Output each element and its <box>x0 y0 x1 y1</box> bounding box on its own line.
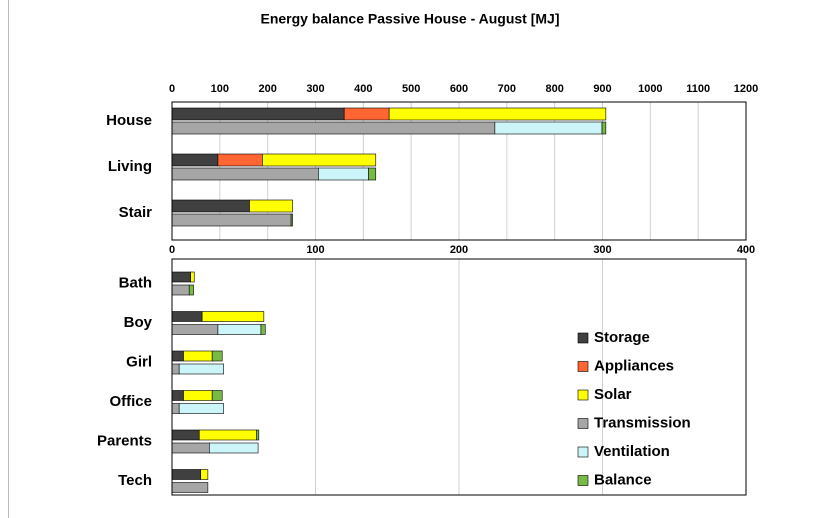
category-label: Parents <box>97 432 152 449</box>
bar-segment <box>171 403 180 414</box>
x-tick-label: 100 <box>211 83 229 95</box>
bar-segment <box>209 442 259 454</box>
bar-segment <box>601 121 607 135</box>
bar-segment <box>178 363 224 375</box>
x-tick-label: 1200 <box>734 83 758 95</box>
x-tick-label: 1000 <box>638 83 662 95</box>
bar-segment <box>171 271 191 283</box>
bar-segment <box>171 167 319 181</box>
x-tick-label: 600 <box>450 83 468 95</box>
bar-segment <box>171 469 202 480</box>
category-label: Boy <box>124 314 153 331</box>
x-tick-label: 100 <box>306 244 324 256</box>
bar-segment <box>217 153 263 167</box>
bar-segment <box>256 429 260 441</box>
bar-segment <box>171 284 190 296</box>
x-tick-label: 900 <box>593 83 611 95</box>
category-label: Tech <box>118 472 152 489</box>
x-tick-label: 200 <box>258 83 276 95</box>
bar-segment <box>494 121 603 135</box>
bar-segment <box>190 271 195 283</box>
bar-segment <box>318 167 369 181</box>
bar-segment <box>368 167 377 181</box>
bar-segment <box>171 107 345 121</box>
bar-segment <box>171 429 200 441</box>
bar-segment <box>260 324 266 335</box>
x-tick-label: 700 <box>498 83 516 95</box>
legend-swatch <box>577 332 589 344</box>
legend-label: Transmission <box>594 414 691 431</box>
bar-segment <box>198 429 257 441</box>
bar-segment <box>211 390 223 401</box>
bar-segment <box>178 403 224 414</box>
bar-segment <box>388 107 607 121</box>
legend-swatch <box>577 361 589 372</box>
x-tick-label: 500 <box>402 83 420 95</box>
bar-segment <box>171 199 250 213</box>
bar-segment <box>171 121 496 135</box>
x-tick-label: 400 <box>737 244 755 256</box>
x-tick-label: 0 <box>169 83 175 95</box>
category-label: Stair <box>119 204 153 221</box>
bar-segment <box>171 153 219 167</box>
panel-frame <box>171 101 747 241</box>
x-tick-label: 200 <box>450 244 468 256</box>
x-tick-label: 300 <box>593 244 611 256</box>
legend-label: Ventilation <box>594 443 670 460</box>
x-tick-label: 300 <box>306 83 324 95</box>
bar-segment <box>171 442 210 454</box>
legend-label: Balance <box>594 471 652 488</box>
bar-segment <box>183 390 213 401</box>
bar-segment <box>290 213 293 227</box>
legend-label: Appliances <box>594 357 674 374</box>
bar-segment <box>171 363 180 375</box>
bar-segment <box>188 284 194 296</box>
legend-swatch <box>577 389 589 401</box>
bar-segment <box>200 469 209 480</box>
legend-swatch <box>577 446 589 458</box>
legend-swatch <box>577 475 589 486</box>
bar-segment <box>171 482 209 493</box>
legend-label: Storage <box>594 329 650 346</box>
category-label: Living <box>108 158 152 175</box>
category-label: Office <box>109 393 152 410</box>
x-tick-label: 0 <box>169 244 175 256</box>
panel-frame <box>171 258 747 496</box>
x-tick-label: 800 <box>545 83 563 95</box>
bar-segment <box>171 324 219 335</box>
legend-label: Solar <box>594 386 632 403</box>
category-label: House <box>106 112 152 129</box>
x-tick-label: 400 <box>354 83 372 95</box>
labels: 0 100 200 300 400 500 600 700 800 900 1000 1100 1200… <box>97 83 758 489</box>
x-tick-label: 1100 <box>686 83 710 95</box>
bar-segment <box>183 350 213 362</box>
legend-swatch <box>577 418 589 429</box>
category-label: Bath <box>119 274 152 291</box>
bars <box>171 107 607 493</box>
bar-segment <box>201 311 265 322</box>
chart-title: Energy balance Passive House - August [M… <box>260 11 559 27</box>
bar-segment <box>171 390 184 401</box>
bar-segment <box>171 350 184 362</box>
bar-segment <box>171 213 292 227</box>
bar-segment <box>262 153 377 167</box>
bar-segment <box>171 311 203 322</box>
bar-segment <box>217 324 262 335</box>
bar-segment <box>211 350 223 362</box>
category-label: Girl <box>126 353 152 370</box>
bar-segment <box>343 107 390 121</box>
bar-segment <box>249 199 293 213</box>
